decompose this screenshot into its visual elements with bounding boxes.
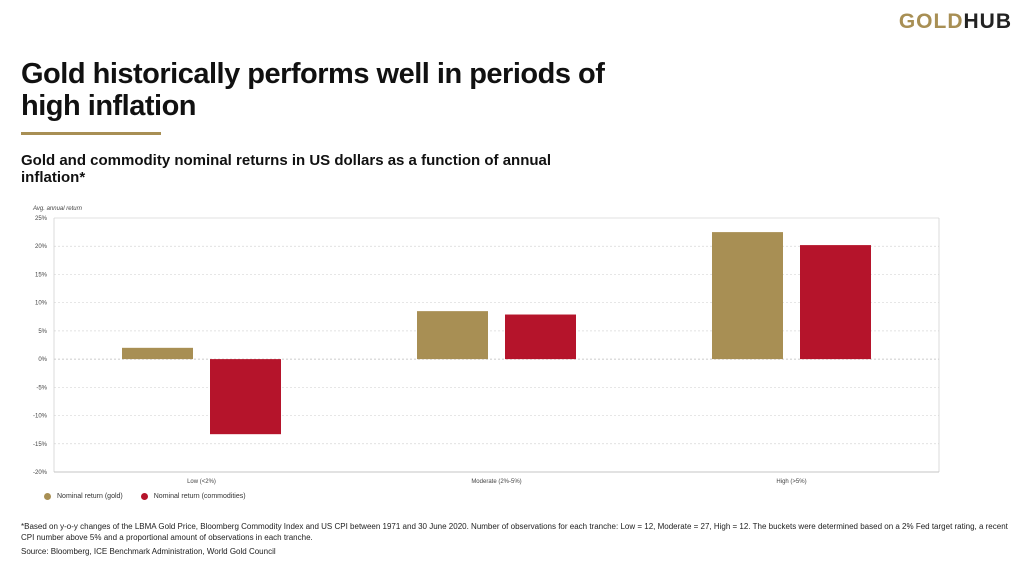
chart-legend: Nominal return (gold) Nominal return (co… [44,493,246,500]
page-title: Gold historically performs well in perio… [21,58,605,122]
footnote: *Based on y-o-y changes of the LBMA Gold… [21,522,1008,542]
logo-hub-text: HUB [963,10,1012,33]
legend-label-gold: Nominal return (gold) [57,493,123,500]
x-tick-label: Low (<2%) [187,479,216,485]
legend-item-commodities: Nominal return (commodities) [140,493,246,500]
bar-commodities [505,314,576,360]
y-axis-title: Avg. annual return [32,206,83,212]
bar-commodities [210,359,281,435]
y-tick-label: 25% [35,216,48,222]
goldhub-logo: GOLDHUB [899,10,1012,34]
source-note: Source: Bloomberg, ICE Benchmark Adminis… [21,547,276,556]
y-tick-label: 0% [38,357,47,363]
y-tick-label: 20% [35,244,48,250]
y-tick-label: -5% [36,385,47,391]
legend-item-gold: Nominal return (gold) [44,493,123,500]
bar-gold [417,311,488,360]
legend-label-commodities: Nominal return (commodities) [153,493,246,500]
x-tick-label: Moderate (2%-5%) [471,479,521,485]
title-divider [21,132,161,135]
legend-swatch-gold [44,493,51,500]
legend-swatch-commodities [140,493,148,500]
chart-subtitle: Gold and commodity nominal returns in US… [21,152,552,186]
x-tick-label: High (>5%) [776,479,806,485]
bar-chart: Avg. annual return 25% 20% 15% 10% 5% 0% -5% -10… [32,206,940,485]
logo-gold-text: GOLD [898,10,964,33]
bar-commodities [800,245,871,360]
y-tick-label: -15% [33,442,48,448]
y-tick-label: 5% [38,329,47,335]
y-tick-label: 15% [35,272,48,278]
y-tick-label: 10% [35,301,48,307]
y-tick-label: -20% [33,470,48,476]
bar-gold [122,347,193,360]
y-tick-label: -10% [33,414,48,420]
bar-gold [712,232,783,360]
